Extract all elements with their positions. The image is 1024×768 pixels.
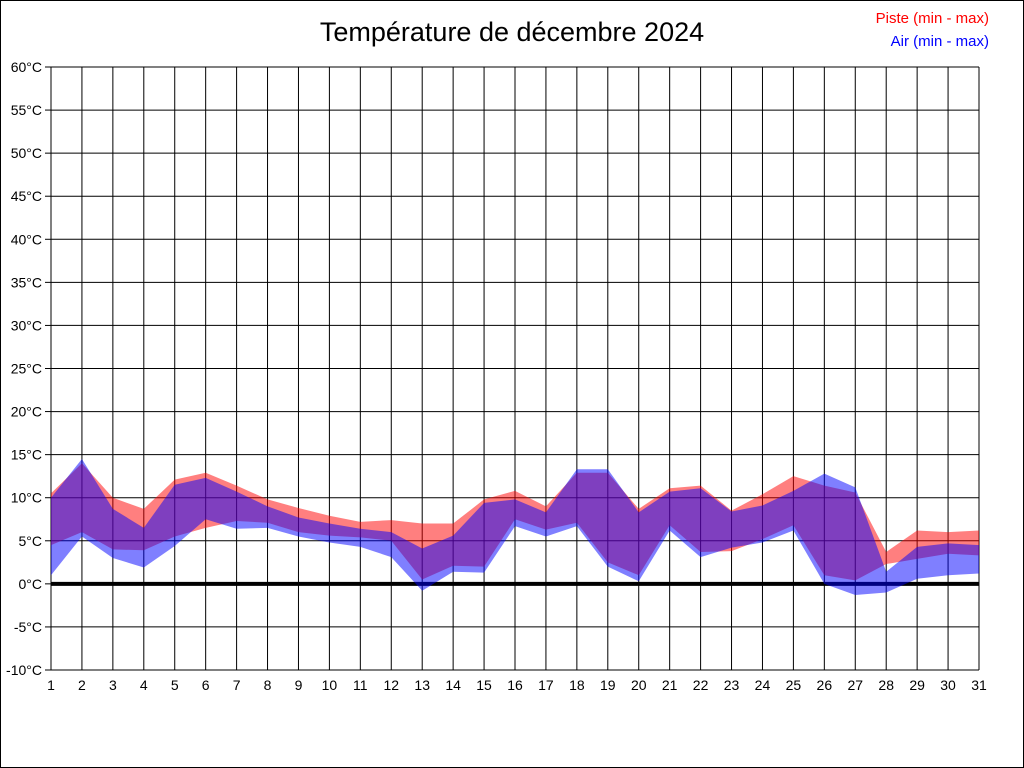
svg-text:31: 31	[971, 677, 987, 693]
x-axis-labels: 1 2 3 4 5 6 7 8 9 10 11 12 13 14 15 16 17 18 19 20 21 22 23 24 2…	[47, 677, 987, 693]
svg-text:55°C: 55°C	[11, 102, 42, 118]
svg-text:8: 8	[264, 677, 272, 693]
axis-ticks	[45, 66, 51, 671]
svg-text:10°C: 10°C	[11, 490, 42, 506]
svg-text:50°C: 50°C	[11, 145, 42, 161]
svg-text:4: 4	[140, 677, 148, 693]
svg-text:2: 2	[78, 677, 86, 693]
svg-text:21: 21	[662, 677, 678, 693]
svg-text:5: 5	[171, 677, 179, 693]
svg-text:28: 28	[878, 677, 894, 693]
svg-text:11: 11	[353, 677, 368, 693]
svg-text:45°C: 45°C	[11, 188, 42, 204]
chart-title: Température de décembre 2024	[319, 17, 705, 47]
y-axis-labels: 60°C 55°C 50°C 45°C 40°C 35°C 30°C 25°C 20°C 15°C…	[6, 59, 42, 678]
svg-text:17: 17	[538, 677, 554, 693]
svg-text:15: 15	[476, 677, 492, 693]
svg-text:16: 16	[507, 677, 523, 693]
svg-text:0°C: 0°C	[19, 576, 43, 592]
svg-text:22: 22	[693, 677, 709, 693]
legend: Piste (min - max) Air (min - max)	[876, 7, 989, 53]
svg-text:19: 19	[600, 677, 616, 693]
svg-text:30°C: 30°C	[11, 317, 42, 333]
svg-text:14: 14	[445, 677, 461, 693]
svg-text:-5°C: -5°C	[14, 619, 42, 635]
svg-text:13: 13	[414, 677, 430, 693]
svg-text:29: 29	[909, 677, 925, 693]
svg-text:3: 3	[109, 677, 117, 693]
svg-text:12: 12	[383, 677, 399, 693]
legend-item-piste: Piste (min - max)	[875, 10, 989, 27]
svg-text:7: 7	[233, 677, 241, 693]
svg-text:27: 27	[847, 677, 863, 693]
svg-text:26: 26	[817, 677, 833, 693]
air-band	[51, 458, 979, 596]
svg-text:23: 23	[724, 677, 740, 693]
svg-text:-10°C: -10°C	[6, 662, 42, 678]
svg-text:30: 30	[940, 677, 956, 693]
svg-text:1: 1	[47, 677, 55, 693]
svg-text:6: 6	[202, 677, 210, 693]
svg-text:25: 25	[786, 677, 802, 693]
svg-text:60°C: 60°C	[11, 59, 42, 75]
legend-item-air: Air (min - max)	[890, 33, 989, 50]
svg-text:24: 24	[755, 677, 771, 693]
svg-text:20: 20	[631, 677, 647, 693]
svg-text:15°C: 15°C	[11, 447, 42, 463]
temperature-bands	[51, 458, 979, 596]
svg-text:10: 10	[322, 677, 338, 693]
svg-text:40°C: 40°C	[11, 231, 42, 247]
svg-text:35°C: 35°C	[11, 274, 42, 290]
svg-text:5°C: 5°C	[19, 533, 43, 549]
svg-text:9: 9	[295, 677, 303, 693]
svg-text:18: 18	[569, 677, 585, 693]
svg-text:20°C: 20°C	[11, 404, 42, 420]
svg-text:25°C: 25°C	[11, 361, 42, 377]
